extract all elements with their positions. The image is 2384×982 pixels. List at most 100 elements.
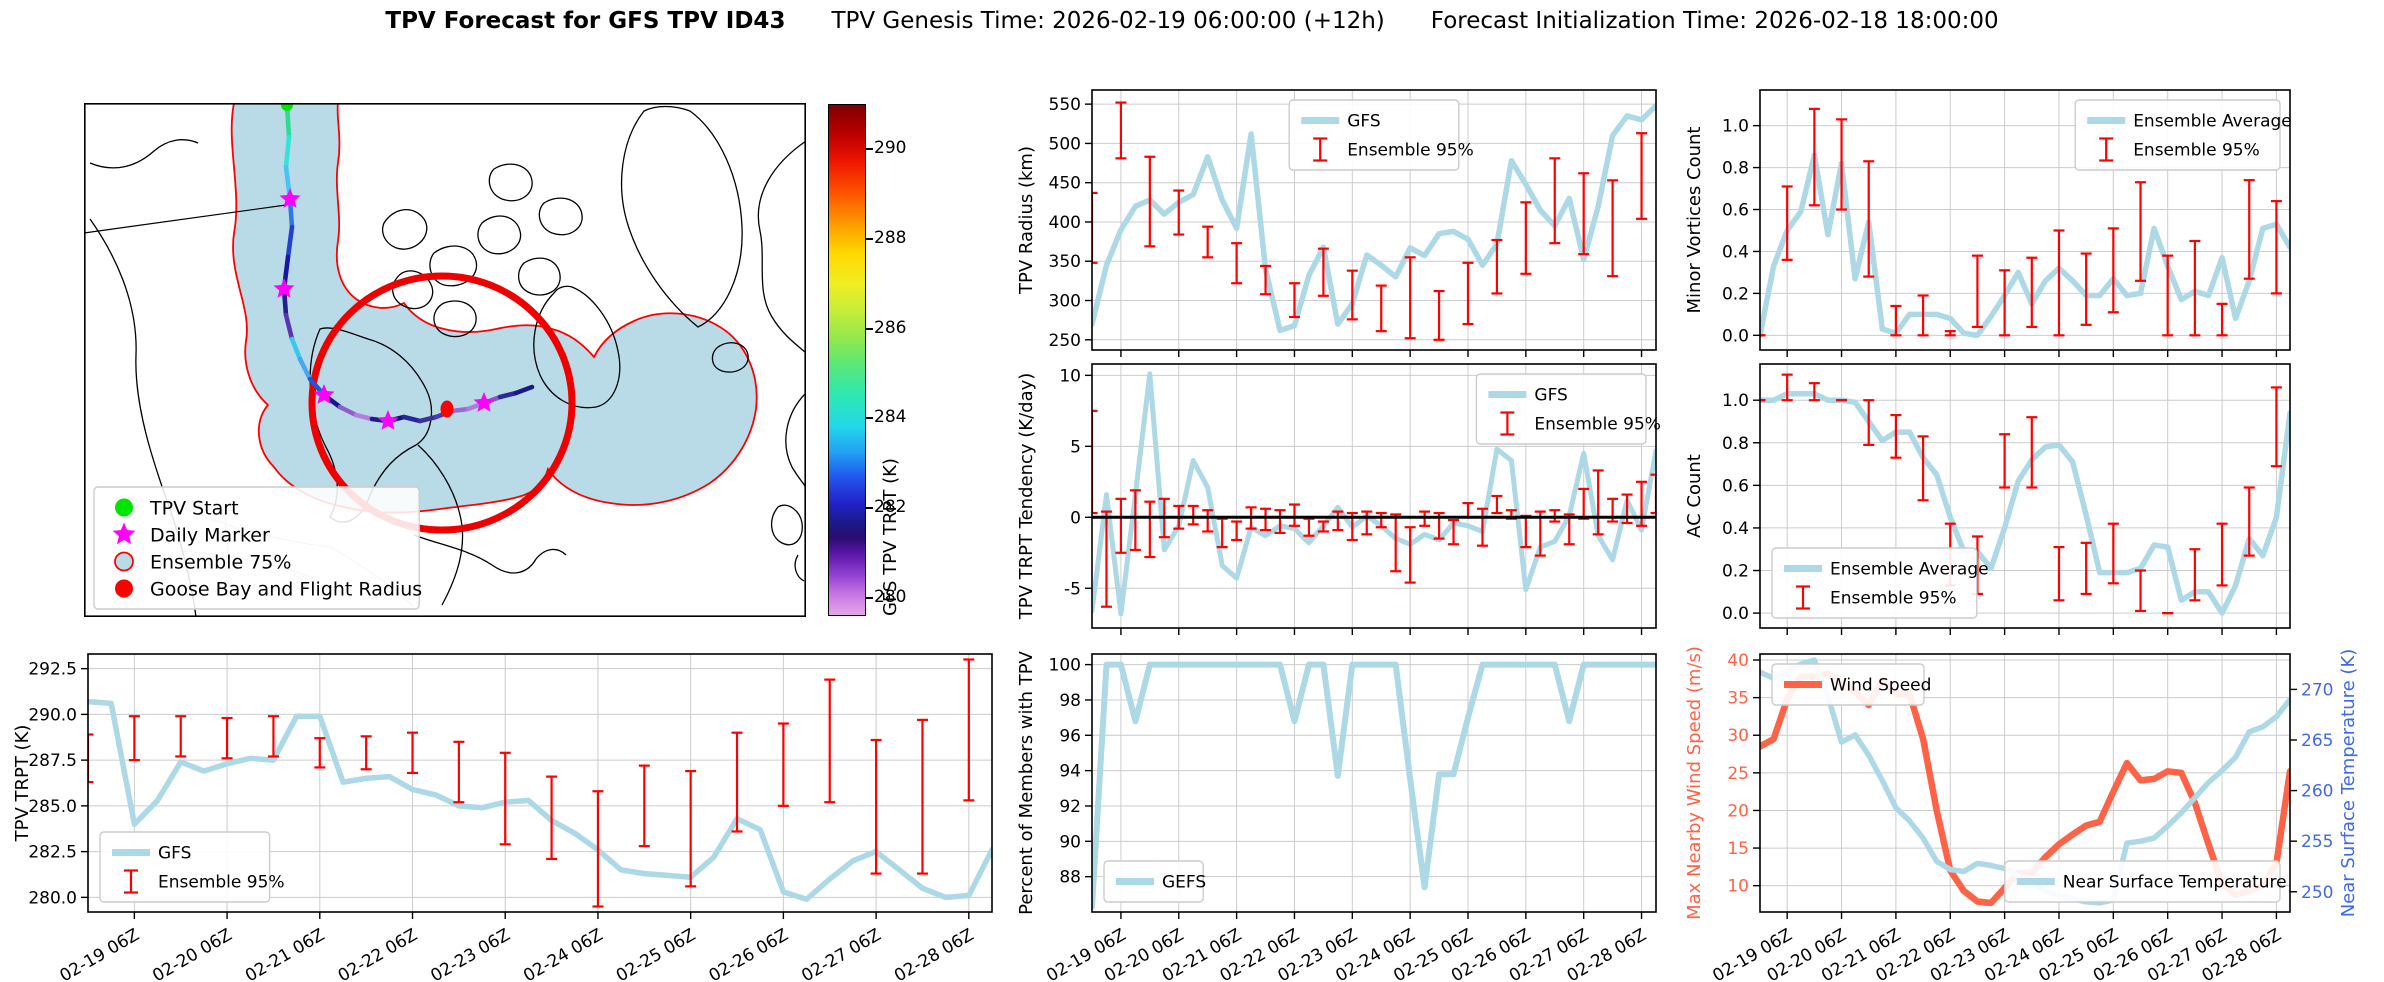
colorbar-tick-label: 284 [874, 407, 907, 428]
coastline [785, 392, 806, 490]
svg-text:285.0: 285.0 [28, 797, 77, 817]
coastline [538, 197, 583, 236]
svg-text:88: 88 [1059, 868, 1081, 888]
coastline [771, 504, 803, 546]
svg-text:0.8: 0.8 [1722, 434, 1749, 454]
tpv-track-segment [283, 312, 295, 342]
svg-text:0: 0 [1070, 508, 1081, 528]
coastline [381, 209, 428, 250]
svg-text:292.5: 292.5 [28, 660, 77, 680]
colorbar-tick-label: 288 [874, 227, 907, 248]
svg-text:92: 92 [1059, 797, 1081, 817]
series-Ensemble Average [1760, 391, 2290, 616]
tpv-track-segment [285, 224, 295, 260]
svg-text:96: 96 [1059, 726, 1081, 746]
svg-text:282.5: 282.5 [28, 843, 77, 863]
svg-text:280.0: 280.0 [28, 888, 77, 908]
svg-text:287.5: 287.5 [28, 751, 77, 771]
goose-bay-marker [440, 400, 454, 418]
coastline [518, 257, 561, 296]
svg-text:02-27 06Z: 02-27 06Z [798, 925, 884, 982]
svg-text:GFS: GFS [158, 844, 191, 864]
series-GFS [1092, 371, 1656, 617]
coastline [433, 300, 477, 338]
svg-text:250: 250 [2301, 883, 2333, 903]
colorbar-tick-label: 280 [874, 587, 907, 608]
coastline [533, 285, 621, 409]
svg-text:02-28 06Z: 02-28 06Z [891, 925, 977, 982]
svg-text:40: 40 [1727, 651, 1749, 671]
tpv-track-segment [289, 336, 303, 362]
svg-text:Near Surface Temperature (K): Near Surface Temperature (K) [2338, 649, 2359, 918]
series-GFS [1092, 102, 1656, 334]
tpv-track-segment [337, 404, 359, 418]
coastline [794, 554, 805, 582]
svg-text:02-25 06Z: 02-25 06Z [613, 925, 699, 982]
svg-text:0.0: 0.0 [1722, 604, 1749, 624]
svg-text:25: 25 [1727, 764, 1749, 784]
svg-text:0.6: 0.6 [1722, 201, 1749, 221]
svg-text:350: 350 [1049, 252, 1081, 272]
svg-text:400: 400 [1049, 213, 1081, 233]
series-Ensemble Average [1760, 152, 2290, 339]
tpv-track-segment [513, 384, 535, 396]
series-GEFS [1092, 661, 1656, 910]
tpv-track-segment [297, 356, 313, 382]
colorbar-tick-label: 290 [874, 137, 907, 158]
tpv-track-segment [449, 406, 471, 414]
daily-marker-star [377, 410, 399, 430]
colorbar [828, 104, 866, 616]
colorbar-tick [866, 327, 873, 330]
svg-text:20: 20 [1727, 801, 1749, 821]
coastline [620, 105, 743, 328]
coastline [309, 327, 433, 523]
svg-text:-5: -5 [1064, 579, 1081, 599]
svg-text:1.0: 1.0 [1722, 391, 1749, 411]
daily-marker-star [313, 384, 335, 404]
tpv-track-segment [353, 412, 375, 422]
chart-ac-count: 0.0 0.2 0.4 0.6 0.8 1.0 AC Count Ensemble Avera… [1684, 363, 2291, 635]
chart-tpv-radius: 250 300 350 400 450 500 550 TPV Radius (km) GFS E… [1016, 89, 1657, 357]
tpv-start-marker [281, 103, 293, 111]
coastline [711, 342, 749, 373]
legend: GEFS [1103, 860, 1206, 903]
svg-text:0.4: 0.4 [1722, 242, 1749, 262]
legend: Wind Speed [1771, 663, 1931, 706]
colorbar-tick-label: 282 [874, 497, 907, 518]
svg-text:270: 270 [2301, 680, 2333, 700]
svg-text:Ensemble 95%: Ensemble 95% [158, 873, 285, 893]
svg-text:90: 90 [1059, 832, 1081, 852]
svg-text:TPV Start: TPV Start [149, 498, 239, 520]
svg-text:1.0: 1.0 [1722, 117, 1749, 137]
svg-text:GFS: GFS [1347, 112, 1380, 132]
svg-text:GFS: GFS [1534, 386, 1567, 406]
ensemble-75-region [230, 103, 758, 514]
svg-text:10: 10 [1727, 877, 1749, 897]
svg-text:500: 500 [1049, 134, 1081, 154]
legend: GFS Ensemble 95% [99, 831, 285, 903]
svg-text:Goose Bay and Flight Radius: Goose Bay and Flight Radius [150, 579, 422, 601]
legend: Ensemble Average Ensemble 95% [2074, 99, 2292, 171]
svg-text:Wind Speed: Wind Speed [1830, 676, 1931, 696]
svg-text:AC Count: AC Count [1684, 454, 1705, 538]
svg-text:02-23 06Z: 02-23 06Z [427, 925, 513, 982]
svg-text:Ensemble Average: Ensemble Average [2133, 112, 2292, 132]
title-init-time: Forecast Initialization Time: 2026-02-18… [1430, 8, 1999, 34]
svg-text:265: 265 [2301, 731, 2333, 751]
svg-text:100: 100 [1049, 656, 1081, 676]
colorbar-tick [866, 147, 873, 150]
coastline [417, 444, 464, 606]
svg-text:0.2: 0.2 [1722, 284, 1749, 304]
svg-text:Ensemble 95%: Ensemble 95% [1830, 589, 1957, 609]
legend: Ensemble Average Ensemble 95% [1771, 547, 1989, 619]
page-title: TPV Forecast for GFS TPV ID43 TPV Genesi… [0, 8, 2384, 34]
svg-text:94: 94 [1059, 762, 1081, 782]
svg-text:35: 35 [1727, 689, 1749, 709]
tpv-track-segment [283, 134, 292, 170]
tpv-track-segment [417, 414, 439, 424]
coastline [89, 139, 199, 169]
svg-text:02-21 06Z: 02-21 06Z [242, 925, 328, 982]
